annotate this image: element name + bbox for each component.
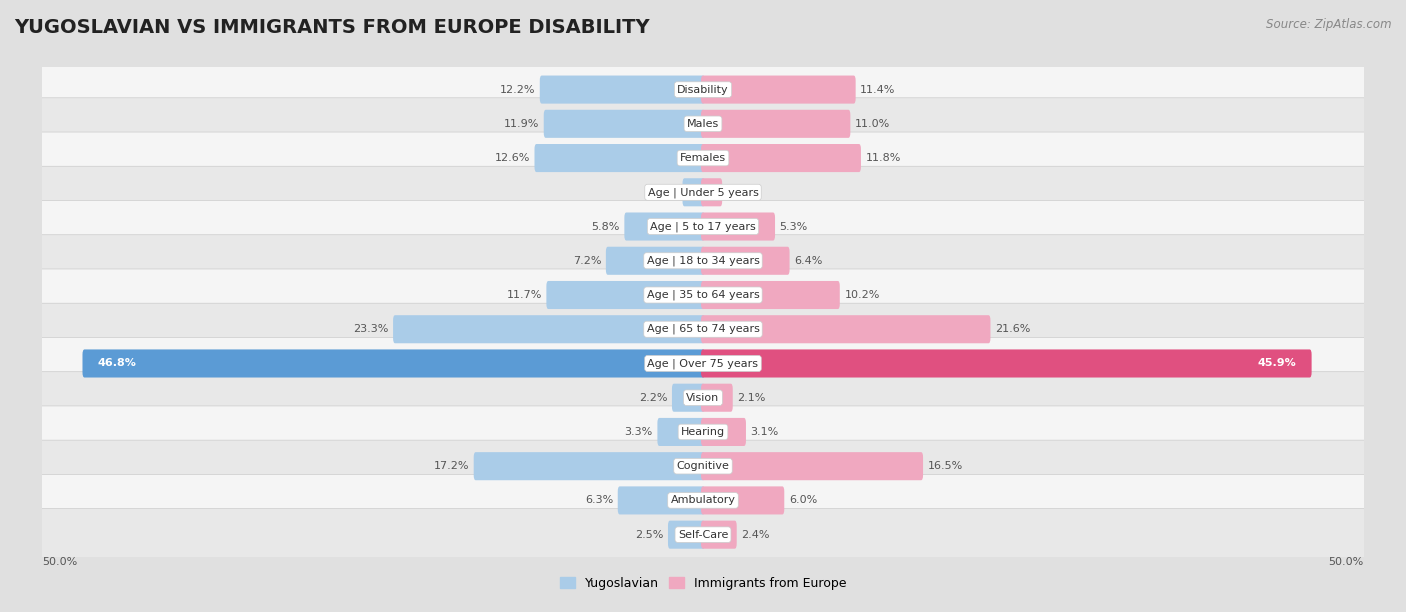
Text: YUGOSLAVIAN VS IMMIGRANTS FROM EUROPE DISABILITY: YUGOSLAVIAN VS IMMIGRANTS FROM EUROPE DI…	[14, 18, 650, 37]
FancyBboxPatch shape	[38, 201, 1368, 253]
FancyBboxPatch shape	[38, 474, 1368, 526]
Text: Disability: Disability	[678, 84, 728, 95]
Text: 21.6%: 21.6%	[995, 324, 1031, 334]
Text: 6.3%: 6.3%	[585, 496, 613, 506]
Text: 2.4%: 2.4%	[741, 529, 770, 540]
FancyBboxPatch shape	[38, 371, 1368, 424]
FancyBboxPatch shape	[702, 384, 733, 412]
Text: 17.2%: 17.2%	[433, 461, 470, 471]
FancyBboxPatch shape	[38, 132, 1368, 184]
Text: 6.0%: 6.0%	[789, 496, 817, 506]
FancyBboxPatch shape	[702, 418, 747, 446]
Text: Age | 35 to 64 years: Age | 35 to 64 years	[647, 289, 759, 300]
Text: 11.7%: 11.7%	[506, 290, 541, 300]
Text: 11.0%: 11.0%	[855, 119, 890, 129]
FancyBboxPatch shape	[702, 349, 1312, 378]
FancyBboxPatch shape	[534, 144, 704, 172]
Text: 7.2%: 7.2%	[572, 256, 602, 266]
FancyBboxPatch shape	[702, 212, 775, 241]
FancyBboxPatch shape	[702, 452, 924, 480]
Text: 50.0%: 50.0%	[42, 557, 77, 567]
Text: 11.8%: 11.8%	[866, 153, 901, 163]
Text: 5.3%: 5.3%	[780, 222, 808, 231]
Text: Vision: Vision	[686, 393, 720, 403]
Text: 1.3%: 1.3%	[727, 187, 755, 197]
Text: Age | Under 5 years: Age | Under 5 years	[648, 187, 758, 198]
Text: Self-Care: Self-Care	[678, 529, 728, 540]
Text: Age | Over 75 years: Age | Over 75 years	[648, 358, 758, 368]
Text: 11.9%: 11.9%	[503, 119, 538, 129]
Text: 12.6%: 12.6%	[495, 153, 530, 163]
FancyBboxPatch shape	[547, 281, 704, 309]
Legend: Yugoslavian, Immigrants from Europe: Yugoslavian, Immigrants from Europe	[555, 572, 851, 595]
FancyBboxPatch shape	[606, 247, 704, 275]
FancyBboxPatch shape	[702, 178, 723, 206]
FancyBboxPatch shape	[702, 521, 737, 549]
Text: 2.2%: 2.2%	[638, 393, 668, 403]
Text: 1.4%: 1.4%	[650, 187, 678, 197]
Text: Age | 5 to 17 years: Age | 5 to 17 years	[650, 222, 756, 232]
Text: Hearing: Hearing	[681, 427, 725, 437]
Text: 16.5%: 16.5%	[928, 461, 963, 471]
FancyBboxPatch shape	[38, 337, 1368, 389]
FancyBboxPatch shape	[38, 303, 1368, 355]
Text: 6.4%: 6.4%	[794, 256, 823, 266]
FancyBboxPatch shape	[702, 144, 860, 172]
FancyBboxPatch shape	[38, 269, 1368, 321]
FancyBboxPatch shape	[682, 178, 704, 206]
Text: Age | 65 to 74 years: Age | 65 to 74 years	[647, 324, 759, 335]
Text: 23.3%: 23.3%	[353, 324, 388, 334]
FancyBboxPatch shape	[672, 384, 704, 412]
FancyBboxPatch shape	[38, 98, 1368, 150]
Text: Males: Males	[688, 119, 718, 129]
Text: Females: Females	[681, 153, 725, 163]
FancyBboxPatch shape	[702, 315, 990, 343]
FancyBboxPatch shape	[83, 349, 704, 378]
Text: 10.2%: 10.2%	[845, 290, 880, 300]
FancyBboxPatch shape	[658, 418, 704, 446]
Text: Source: ZipAtlas.com: Source: ZipAtlas.com	[1267, 18, 1392, 31]
Text: Age | 18 to 34 years: Age | 18 to 34 years	[647, 256, 759, 266]
Text: 12.2%: 12.2%	[499, 84, 536, 95]
FancyBboxPatch shape	[702, 281, 839, 309]
Text: 5.8%: 5.8%	[592, 222, 620, 231]
FancyBboxPatch shape	[702, 75, 856, 103]
FancyBboxPatch shape	[702, 487, 785, 515]
FancyBboxPatch shape	[540, 75, 704, 103]
FancyBboxPatch shape	[702, 110, 851, 138]
Text: 3.3%: 3.3%	[624, 427, 652, 437]
FancyBboxPatch shape	[702, 247, 790, 275]
Text: Cognitive: Cognitive	[676, 461, 730, 471]
Text: 45.9%: 45.9%	[1257, 359, 1296, 368]
FancyBboxPatch shape	[38, 235, 1368, 287]
FancyBboxPatch shape	[624, 212, 704, 241]
Text: 46.8%: 46.8%	[97, 359, 136, 368]
Text: 3.1%: 3.1%	[751, 427, 779, 437]
Text: 2.5%: 2.5%	[636, 529, 664, 540]
FancyBboxPatch shape	[394, 315, 704, 343]
FancyBboxPatch shape	[38, 406, 1368, 458]
Text: 2.1%: 2.1%	[737, 393, 766, 403]
FancyBboxPatch shape	[38, 440, 1368, 492]
FancyBboxPatch shape	[668, 521, 704, 549]
Text: 50.0%: 50.0%	[1329, 557, 1364, 567]
FancyBboxPatch shape	[474, 452, 704, 480]
Text: Ambulatory: Ambulatory	[671, 496, 735, 506]
FancyBboxPatch shape	[38, 166, 1368, 218]
FancyBboxPatch shape	[38, 509, 1368, 561]
FancyBboxPatch shape	[544, 110, 704, 138]
FancyBboxPatch shape	[38, 64, 1368, 116]
FancyBboxPatch shape	[617, 487, 704, 515]
Text: 11.4%: 11.4%	[860, 84, 896, 95]
